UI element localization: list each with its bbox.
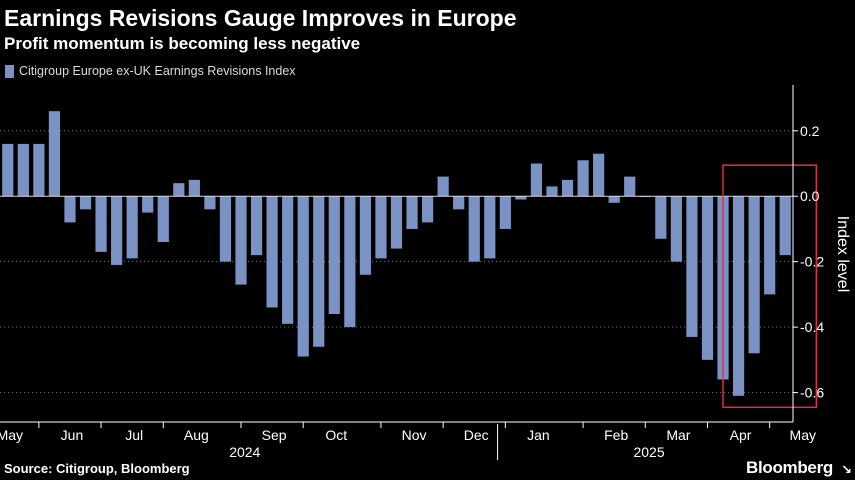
bar-49 <box>764 196 776 295</box>
highlight-box <box>722 164 818 409</box>
x-tick-label-8: Jan <box>527 427 550 443</box>
bar-14 <box>219 196 232 262</box>
bloomberg-logo: Bloomberg <box>745 458 833 477</box>
bar-11 <box>173 183 185 197</box>
bar-10 <box>157 196 169 243</box>
bar-24 <box>375 196 387 259</box>
bar-36 <box>561 179 574 197</box>
bar-7 <box>111 196 123 265</box>
bar-17 <box>266 196 278 308</box>
y-tick-label-4: -0.6 <box>800 385 824 401</box>
x-tick-label-1: Jun <box>61 427 84 443</box>
bar-28 <box>437 176 449 197</box>
bar-38 <box>593 153 605 197</box>
x-tick-label-10: Mar <box>666 427 690 443</box>
bar-39 <box>608 196 620 203</box>
bar-48 <box>748 196 760 354</box>
bloomberg-mark-icon: ↘ <box>841 462 852 477</box>
x-tick-label-11: Apr <box>730 427 752 443</box>
bar-34 <box>530 163 543 197</box>
bar-18 <box>282 196 294 324</box>
y-tick-label-0: 0.2 <box>800 123 820 139</box>
legend-label: Citigroup Europe ex-UK Earnings Revision… <box>19 64 296 78</box>
x-tick-label-5: Oct <box>325 427 347 443</box>
bar-3 <box>48 111 61 197</box>
bar-20 <box>313 196 325 347</box>
x-tick-label-0: May <box>0 427 23 443</box>
source-note: Source: Citigroup, Bloomberg <box>4 461 190 476</box>
year-label-1: 2025 <box>633 444 664 460</box>
bar-27 <box>422 196 434 223</box>
bar-33 <box>515 196 527 200</box>
bar-50 <box>779 196 791 256</box>
x-tick-label-9: Feb <box>604 427 628 443</box>
bar-22 <box>344 196 356 328</box>
bar-15 <box>235 196 247 285</box>
bar-42 <box>655 196 667 239</box>
x-tick-label-4: Sep <box>262 427 287 443</box>
bar-26 <box>406 196 418 229</box>
x-tick-label-6: Nov <box>402 427 427 443</box>
bar-25 <box>390 196 403 249</box>
bar-5 <box>79 196 92 210</box>
bar-47 <box>732 196 745 396</box>
bar-40 <box>624 176 636 197</box>
bar-45 <box>701 196 714 360</box>
bar-2 <box>33 143 45 197</box>
x-tick-label-12: May <box>790 427 816 443</box>
bar-23 <box>359 196 371 275</box>
x-tick-label-3: Aug <box>184 427 209 443</box>
bar-31 <box>484 196 496 259</box>
y-tick-label-3: -0.4 <box>800 319 824 335</box>
bar-44 <box>686 196 698 337</box>
bar-0 <box>2 143 14 197</box>
bar-35 <box>546 186 558 197</box>
y-tick-label-1: 0.0 <box>800 188 820 204</box>
x-tick-label-7: Dec <box>464 427 489 443</box>
bar-37 <box>577 160 589 197</box>
bar-9 <box>142 196 154 213</box>
y-axis-title: Index level <box>834 216 851 293</box>
bar-1 <box>17 143 29 197</box>
bar-6 <box>95 196 107 252</box>
legend-swatch <box>5 64 14 78</box>
bar-21 <box>328 196 340 315</box>
chart-subtitle: Profit momentum is becoming less negativ… <box>4 34 361 53</box>
bar-8 <box>126 196 138 259</box>
bar-29 <box>453 196 465 210</box>
bar-43 <box>670 196 682 262</box>
bar-13 <box>204 196 216 210</box>
bar-16 <box>250 196 263 256</box>
bar-12 <box>188 179 200 197</box>
legend: Citigroup Europe ex-UK Earnings Revision… <box>5 64 296 78</box>
chart-title: Earnings Revisions Gauge Improves in Eur… <box>4 5 517 31</box>
x-tick-label-2: Jul <box>125 427 143 443</box>
bar-19 <box>297 196 309 357</box>
bar-4 <box>64 196 76 223</box>
year-label-0: 2024 <box>229 444 260 460</box>
bar-30 <box>468 196 480 262</box>
bar-32 <box>499 196 511 229</box>
y-tick-label-2: -0.2 <box>800 254 824 270</box>
